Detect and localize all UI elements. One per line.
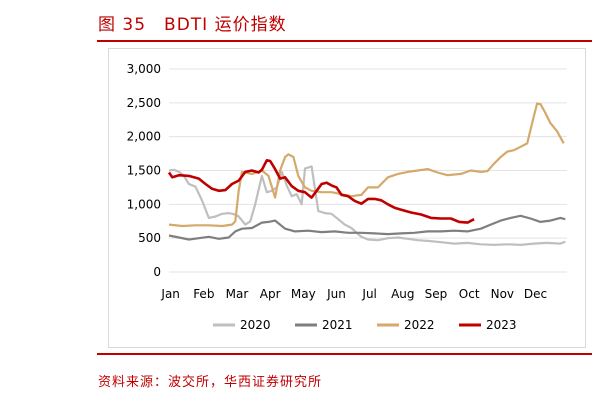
x-tick-label: Feb — [193, 287, 214, 301]
x-tick-label: Sep — [425, 287, 448, 301]
x-tick-label: Jun — [326, 287, 346, 301]
bdti-line-chart: 0 500 1,000 1,500 2,000 2,500 3,000 Jan Feb Mar Ap… — [127, 62, 567, 332]
legend-label-2020: 2020 — [240, 318, 271, 332]
x-tick-label: Mar — [226, 287, 249, 301]
legend-label-2022: 2022 — [404, 318, 435, 332]
x-tick-label: Apr — [260, 287, 281, 301]
chart-frame: 0 500 1,000 1,500 2,000 2,500 3,000 Jan Feb Mar Ap… — [108, 48, 586, 348]
series-line-2021 — [168, 214, 566, 241]
x-tick-label: Jan — [160, 287, 180, 301]
x-tick-label: May — [291, 287, 316, 301]
y-tick-label: 2,000 — [127, 130, 161, 144]
x-tick-label: Nov — [491, 287, 514, 301]
series-line-2020 — [168, 165, 566, 246]
x-tick-label: Aug — [391, 287, 414, 301]
y-tick-label: 3,000 — [127, 62, 161, 76]
y-tick-label: 1,500 — [127, 164, 161, 178]
series-line-2023 — [167, 159, 475, 224]
y-tick-label: 0 — [153, 265, 161, 279]
y-tick-label: 1,000 — [127, 197, 161, 211]
x-tick-label: Oct — [459, 287, 480, 301]
title-rule — [97, 40, 592, 42]
x-tick-label: Jul — [361, 287, 376, 301]
y-tick-label: 500 — [138, 231, 161, 245]
x-tick-label: Dec — [524, 287, 547, 301]
figure-title: 图 35 BDTI 运价指数 — [98, 15, 287, 35]
source-note: 资料来源：波交所，华西证券研究所 — [98, 375, 323, 390]
series-line-2022 — [168, 102, 565, 228]
y-tick-label: 2,500 — [127, 96, 161, 110]
legend-label-2023: 2023 — [486, 318, 517, 332]
source-rule — [97, 353, 592, 355]
legend-label-2021: 2021 — [322, 318, 353, 332]
